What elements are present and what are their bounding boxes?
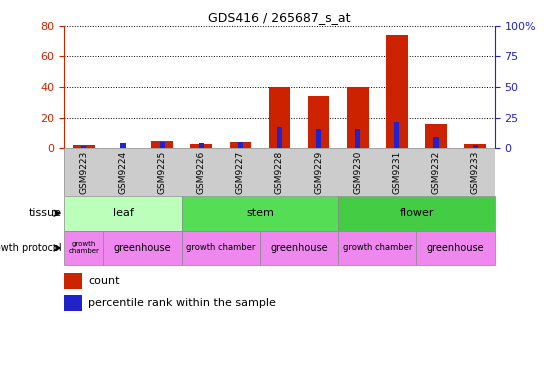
Bar (386, 35, 408, 148)
Bar (198, 143, 204, 148)
Bar (238, 142, 243, 148)
Text: growth protocol: growth protocol (0, 243, 61, 253)
Text: GSM9226: GSM9226 (197, 151, 206, 194)
Bar (159, 142, 165, 148)
Title: GDS416 / 265687_s_at: GDS416 / 265687_s_at (209, 11, 350, 25)
Text: GSM9228: GSM9228 (275, 151, 284, 194)
Text: GSM9225: GSM9225 (158, 151, 167, 194)
Bar (182, 231, 260, 265)
Text: stem: stem (246, 208, 274, 218)
Bar (425, 124, 447, 148)
Text: GSM9229: GSM9229 (314, 151, 323, 194)
Text: growth
chamber: growth chamber (68, 242, 100, 254)
Bar (355, 128, 361, 148)
Bar (269, 87, 290, 148)
Bar (64, 273, 82, 289)
Text: leaf: leaf (112, 208, 134, 218)
Bar (394, 123, 400, 148)
Bar (308, 96, 329, 148)
Bar (182, 196, 338, 231)
Text: GSM9231: GSM9231 (392, 151, 401, 194)
Bar (120, 143, 126, 148)
Text: GSM9233: GSM9233 (471, 151, 480, 194)
Text: GSM9230: GSM9230 (353, 151, 362, 194)
Text: GSM9232: GSM9232 (432, 151, 440, 194)
Text: count: count (88, 276, 120, 286)
Bar (81, 146, 87, 148)
Text: GSM9223: GSM9223 (79, 151, 88, 194)
Bar (103, 231, 182, 265)
Bar (64, 295, 82, 311)
Bar (465, 143, 486, 148)
Bar (191, 143, 212, 148)
Bar (472, 145, 478, 148)
Bar (347, 87, 368, 148)
Bar (433, 137, 439, 148)
Bar (151, 141, 173, 148)
Text: GSM9224: GSM9224 (119, 151, 127, 194)
Text: tissue: tissue (29, 208, 61, 218)
Text: greenhouse: greenhouse (270, 243, 328, 253)
Text: greenhouse: greenhouse (427, 243, 485, 253)
Text: greenhouse: greenhouse (113, 243, 172, 253)
Bar (64, 196, 182, 231)
Text: flower: flower (399, 208, 434, 218)
Text: percentile rank within the sample: percentile rank within the sample (88, 298, 276, 308)
Text: growth chamber: growth chamber (186, 243, 255, 253)
Bar (230, 142, 251, 148)
Text: growth chamber: growth chamber (343, 243, 412, 253)
Bar (277, 127, 282, 148)
Bar (64, 148, 495, 196)
Bar (416, 231, 495, 265)
Bar (316, 128, 321, 148)
Bar (73, 145, 94, 148)
Text: GSM9227: GSM9227 (236, 151, 245, 194)
Bar (260, 231, 338, 265)
Bar (64, 231, 103, 265)
Bar (338, 231, 416, 265)
Bar (338, 196, 495, 231)
